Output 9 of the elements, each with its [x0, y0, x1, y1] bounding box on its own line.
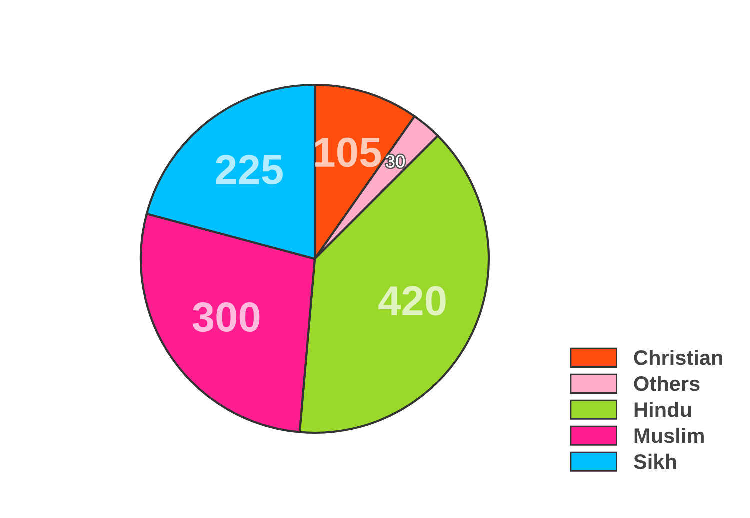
legend-label: Hindu — [634, 402, 692, 418]
legend-label: Others — [634, 376, 700, 392]
data-label: 225 — [216, 155, 283, 185]
legend-label: Christian — [634, 350, 722, 366]
data-label: 30 — [386, 155, 405, 168]
legend-label: Muslim — [634, 428, 704, 444]
data-label: 420 — [378, 286, 446, 316]
data-label: 300 — [192, 302, 260, 332]
legend-label: Sikh — [634, 454, 676, 470]
